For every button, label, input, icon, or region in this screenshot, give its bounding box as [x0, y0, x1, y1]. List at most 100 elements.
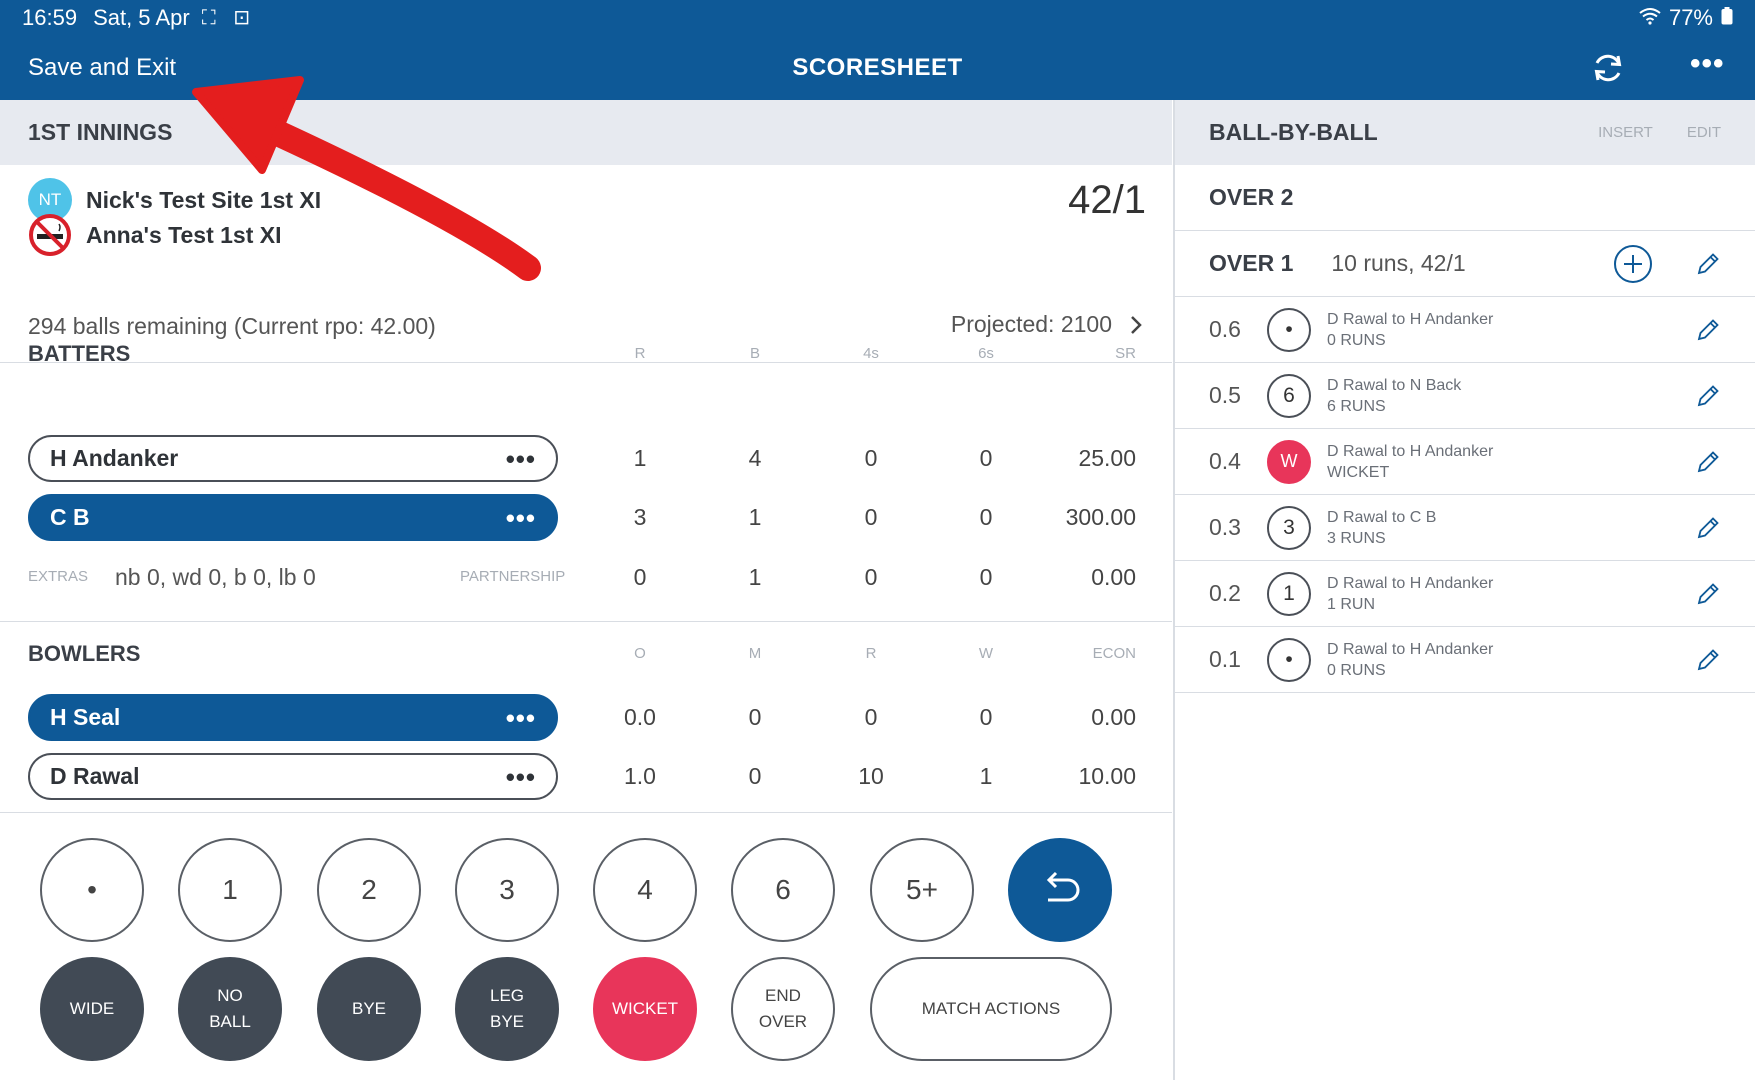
ball-row[interactable]: 0.2 1 D Rawal to H Andanker 1 RUN [1175, 561, 1755, 627]
pencil-icon[interactable] [1695, 647, 1721, 673]
projected-score[interactable]: Projected: 2100 [951, 311, 1142, 338]
ball-result: 6 [1267, 373, 1311, 418]
pencil-icon[interactable] [1695, 317, 1721, 343]
status-bar: 16:59 Sat, 5 Apr ⛶ ⊡ 77% [0, 0, 1755, 35]
ball-description: D Rawal to H Andanker WICKET [1327, 442, 1494, 481]
insert-button[interactable]: INSERT [1598, 124, 1653, 141]
ball-row[interactable]: 0.5 6 D Rawal to N Back 6 RUNS [1175, 363, 1755, 429]
pencil-icon[interactable] [1695, 251, 1721, 277]
stat-sr: 300.00 [1065, 504, 1136, 530]
status-time: 16:59 [22, 4, 78, 30]
innings-panel: 1ST INNINGS NT Nick's Test Site 1st XI A… [0, 100, 1172, 1080]
batter-pill[interactable]: H Andanker ••• [28, 435, 558, 482]
partnership-b: 1 [748, 564, 762, 590]
balls-remaining: 294 balls remaining (Current rpo: 42.00) [28, 313, 436, 339]
match-actions-button[interactable]: MATCH ACTIONS [870, 957, 1112, 1061]
col-head-econ: ECON [1092, 645, 1136, 662]
projected-label: Projected: 2100 [950, 311, 1112, 337]
five-plus-button[interactable]: 5+ [870, 838, 974, 942]
leg-bye-button[interactable]: LEG BYE [455, 957, 559, 1061]
bowler-pill[interactable]: D Rawal ••• [28, 753, 558, 800]
save-and-exit-button[interactable]: Save and Exit [28, 54, 177, 81]
ball-number: 0.4 [1209, 448, 1241, 474]
partnership-label: PARTNERSHIP [460, 568, 566, 585]
wicket-button[interactable]: WICKET [593, 957, 697, 1061]
ball-result: • [1267, 307, 1311, 352]
over-2-row[interactable]: OVER 2 [1175, 165, 1755, 231]
pencil-icon[interactable] [1695, 449, 1721, 475]
bowler-name: H Seal [50, 704, 121, 730]
end-over-button[interactable]: END OVER [731, 957, 835, 1061]
wide-button[interactable]: WIDE [40, 957, 144, 1061]
three-runs-button[interactable]: 3 [455, 838, 559, 942]
two-runs-button[interactable]: 2 [317, 838, 421, 942]
dot-ball-button[interactable]: • [40, 838, 144, 942]
ball-number: 0.2 [1209, 580, 1241, 606]
ball-row[interactable]: 0.1 • D Rawal to H Andanker 0 RUNS [1175, 627, 1755, 693]
col-head-r: R [634, 345, 646, 362]
stat-r: 1 [633, 445, 647, 471]
pencil-icon[interactable] [1695, 581, 1721, 607]
battery-icon [1721, 5, 1733, 31]
one-run-button[interactable]: 1 [178, 838, 282, 942]
status-date: Sat, 5 Apr [93, 4, 190, 30]
stat-4s: 0 [864, 445, 878, 471]
ball-number: 0.3 [1209, 514, 1241, 540]
ball-description: D Rawal to H Andanker 1 RUN [1327, 574, 1494, 613]
ball-result: 3 [1267, 505, 1311, 550]
pencil-icon[interactable] [1695, 383, 1721, 409]
ball-description: D Rawal to H Andanker 0 RUNS [1327, 640, 1494, 679]
four-runs-button[interactable]: 4 [593, 838, 697, 942]
wifi-icon [1639, 5, 1661, 31]
more-icon[interactable]: ••• [505, 443, 536, 474]
pencil-icon[interactable] [1695, 515, 1721, 541]
divider [0, 621, 1172, 622]
col-head-sr: SR [1115, 345, 1136, 362]
ball-by-ball-header: BALL-BY-BALL INSERT EDIT [1175, 100, 1755, 165]
stat-econ: 0.00 [1091, 704, 1136, 730]
more-icon[interactable]: ••• [505, 702, 536, 733]
bye-button[interactable]: BYE [317, 957, 421, 1061]
stat-b: 4 [748, 445, 762, 471]
stat-o: 1.0 [624, 763, 656, 789]
batter-name: C B [50, 504, 90, 530]
stat-m: 0 [748, 763, 762, 789]
batter-pill-on-strike[interactable]: C B ••• [28, 494, 558, 541]
plus-circle-icon[interactable] [1613, 244, 1653, 284]
ball-number: 0.6 [1209, 316, 1241, 342]
col-head-6s: 6s [978, 345, 994, 362]
screen-record-icon: ⛶ ⊡ [201, 7, 257, 29]
ball-result-wicket: W [1267, 439, 1311, 484]
undo-button[interactable] [1008, 838, 1112, 942]
stat-w: 0 [979, 704, 993, 730]
ball-number: 0.5 [1209, 382, 1241, 408]
more-icon[interactable]: ••• [505, 761, 536, 792]
partnership-6s: 0 [979, 564, 993, 590]
more-icon[interactable]: ••• [1690, 47, 1725, 80]
over-summary: 10 runs, 42/1 [1331, 250, 1466, 276]
stat-6s: 0 [979, 504, 993, 530]
ball-by-ball-title: BALL-BY-BALL [1209, 119, 1378, 145]
ball-row[interactable]: 0.6 • D Rawal to H Andanker 0 RUNS [1175, 297, 1755, 363]
bowler-pill-current[interactable]: H Seal ••• [28, 694, 558, 741]
stat-sr: 25.00 [1078, 445, 1136, 471]
page-title: SCORESHEET [792, 54, 963, 81]
over-label: OVER 2 [1209, 184, 1294, 210]
over-1-row: OVER 1 10 runs, 42/1 [1175, 231, 1755, 297]
no-ball-button[interactable]: NO BALL [178, 957, 282, 1061]
more-icon[interactable]: ••• [505, 502, 536, 533]
stat-6s: 0 [979, 445, 993, 471]
ball-row[interactable]: 0.4 W D Rawal to H Andanker WICKET [1175, 429, 1755, 495]
six-runs-button[interactable]: 6 [731, 838, 835, 942]
bowling-team-name: Anna's Test 1st XI [86, 221, 282, 248]
col-head-b: B [749, 345, 760, 362]
refresh-icon[interactable] [1590, 50, 1626, 86]
bowlers-title: BOWLERS [28, 641, 141, 666]
partnership-sr: 0.00 [1091, 564, 1136, 590]
ball-description: D Rawal to H Andanker 0 RUNS [1327, 310, 1494, 349]
edit-button[interactable]: EDIT [1686, 124, 1721, 141]
innings-score: 42/1 [1068, 178, 1146, 222]
col-head-r: R [865, 645, 877, 662]
